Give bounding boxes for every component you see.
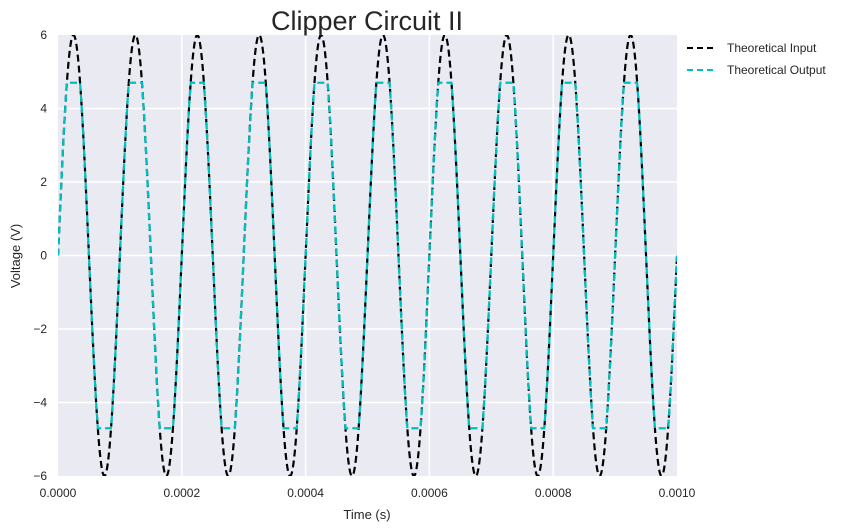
x-tick-labels: 0.0000 0.0002 0.0004 0.0006 0.0008 0.0010 <box>40 486 696 500</box>
y-axis-label: Voltage (V) <box>8 224 23 288</box>
y-tick-label: 0 <box>40 249 47 263</box>
legend-label-output: Theoretical Output <box>727 63 826 77</box>
x-tick-label: 0.0000 <box>40 486 77 500</box>
series-theoretical-output-line <box>58 81 677 430</box>
y-tick-label: −2 <box>33 322 47 336</box>
x-tick-label: 0.0006 <box>411 486 448 500</box>
x-tick-label: 0.0002 <box>163 486 200 500</box>
legend: Theoretical Input Theoretical Output <box>687 41 826 77</box>
y-tick-label: −6 <box>33 469 47 483</box>
y-tick-label: 6 <box>40 28 47 42</box>
x-tick-label: 0.0008 <box>535 486 572 500</box>
legend-label-input: Theoretical Input <box>727 41 817 55</box>
y-tick-label: −4 <box>33 396 47 410</box>
x-tick-label: 0.0010 <box>659 486 696 500</box>
series-group <box>58 35 677 476</box>
chart-title: Clipper Circuit II <box>271 6 463 36</box>
y-tick-labels: 6 4 2 0 −2 −4 −6 <box>33 28 47 483</box>
series-theoretical-input-line <box>58 35 677 476</box>
x-axis-label: Time (s) <box>343 507 390 522</box>
y-tick-label: 2 <box>40 175 47 189</box>
y-tick-label: 4 <box>40 102 47 116</box>
x-tick-label: 0.0004 <box>287 486 324 500</box>
